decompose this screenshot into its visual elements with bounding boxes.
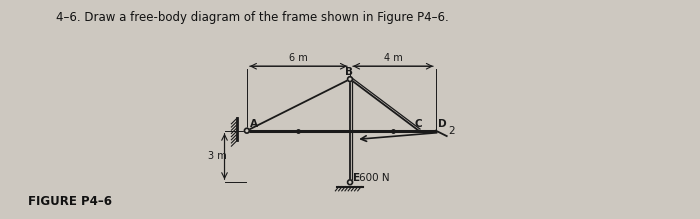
Text: FIGURE P4–6: FIGURE P4–6	[28, 195, 112, 208]
Circle shape	[244, 128, 249, 133]
Circle shape	[348, 180, 352, 185]
Text: 4 m: 4 m	[384, 53, 402, 63]
Circle shape	[348, 77, 352, 81]
Text: A: A	[250, 119, 258, 129]
Text: 2: 2	[449, 126, 455, 136]
Text: 4–6. Draw a free-body diagram of the frame shown in Figure P4–6.: 4–6. Draw a free-body diagram of the fra…	[56, 11, 449, 24]
Text: B: B	[345, 67, 353, 77]
Text: 3 m: 3 m	[209, 152, 227, 161]
Text: D: D	[438, 119, 447, 129]
Text: C: C	[414, 119, 421, 129]
Text: 6 m: 6 m	[289, 53, 308, 63]
Text: 600 N: 600 N	[360, 173, 390, 183]
Text: E: E	[353, 173, 360, 183]
